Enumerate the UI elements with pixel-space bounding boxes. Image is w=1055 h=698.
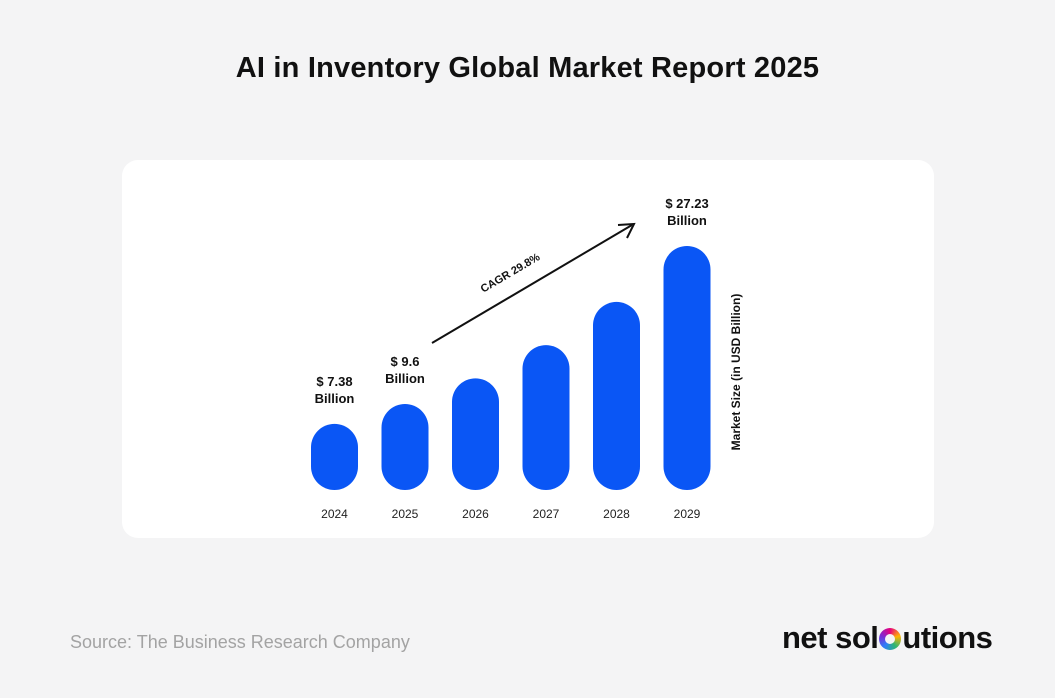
data-label-2029: Billion (667, 213, 707, 228)
net-solutions-logo: net sol utions (782, 620, 993, 656)
logo-text-2: utions (902, 620, 993, 655)
x-tick-label: 2028 (603, 507, 630, 521)
x-tick-label: 2024 (321, 507, 348, 521)
x-tick-label: 2025 (392, 507, 419, 521)
data-label-2024: Billion (315, 391, 355, 406)
data-label-2025: $ 9.6 (391, 354, 420, 369)
x-tick-label: 2026 (462, 507, 489, 521)
data-label-2025: Billion (385, 371, 425, 386)
cagr-arrow (431, 222, 636, 344)
bar-2029 (663, 246, 711, 490)
chart-title: AI in Inventory Global Market Report 202… (235, 52, 820, 84)
logo-ring-icon (879, 628, 902, 650)
bar-2025 (381, 403, 429, 490)
bar-2028 (593, 301, 640, 490)
data-label-2029: $ 27.23 (665, 196, 708, 211)
logo-text-1: net sol (782, 620, 879, 655)
x-tick-label: 2027 (533, 507, 560, 521)
bar-2024 (311, 423, 358, 490)
y-axis-label: Market Size (in USD Billion) (729, 294, 743, 451)
bar-2026 (452, 378, 499, 490)
data-label-2024: $ 7.38 (316, 374, 352, 389)
source-note: Source: The Business Research Company (70, 632, 410, 652)
bar-2027 (522, 345, 570, 490)
x-tick-label: 2029 (674, 507, 701, 521)
